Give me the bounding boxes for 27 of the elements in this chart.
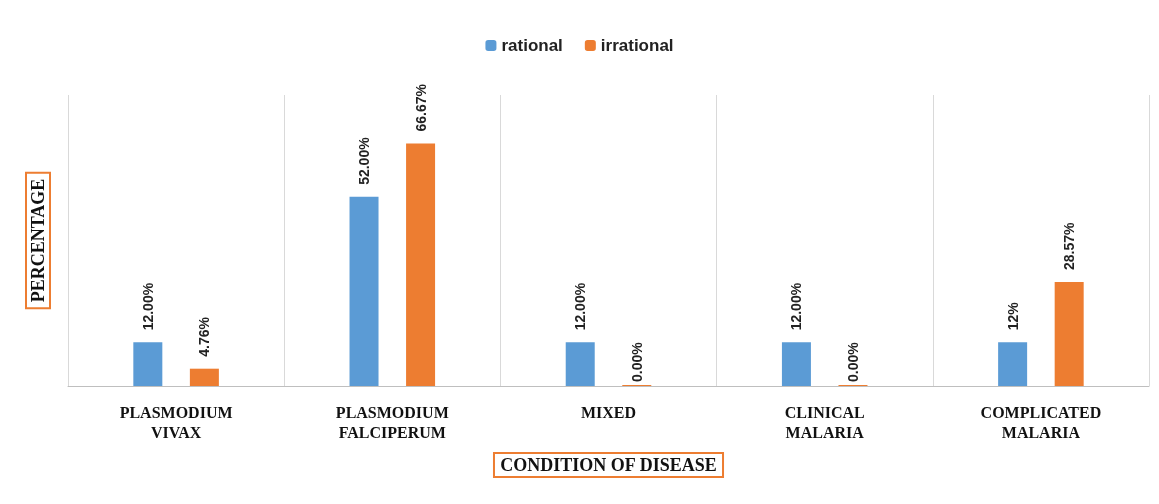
legend-label: rational [501,36,563,55]
data-label: 0.00% [628,341,645,382]
data-label: 4.76% [196,316,213,357]
bar [998,342,1028,386]
bar [133,342,163,386]
data-label: 66.67% [412,83,429,132]
x-tick-label: PLASMODIUM FALCIPERUM [335,403,449,441]
data-label: 12% [1004,301,1021,331]
data-label: 0.00% [844,341,861,382]
data-label: 12.00% [139,282,156,331]
data-label: 28.57% [1061,222,1078,271]
data-label: 12.00% [572,282,589,331]
x-axis-title: CONDITION OF DISEASE [500,455,717,475]
x-tick-label: MIXED [580,403,637,421]
bar [781,342,811,386]
legend-label: irrational [600,36,674,55]
bar [1054,282,1084,386]
bar [349,196,379,386]
data-label: 12.00% [788,282,805,331]
bar [565,342,595,386]
y-axis-title: PERCENTAGE [28,178,48,303]
x-tick-label: PLASMODIUM VIVAX [119,403,233,441]
bar [189,368,219,386]
data-label: 52.00% [356,136,373,185]
x-tick-label: COMPLICATED MALARIA [980,403,1102,441]
bar [406,143,436,386]
x-tick-label: CLINICAL MALARIA [784,403,865,441]
